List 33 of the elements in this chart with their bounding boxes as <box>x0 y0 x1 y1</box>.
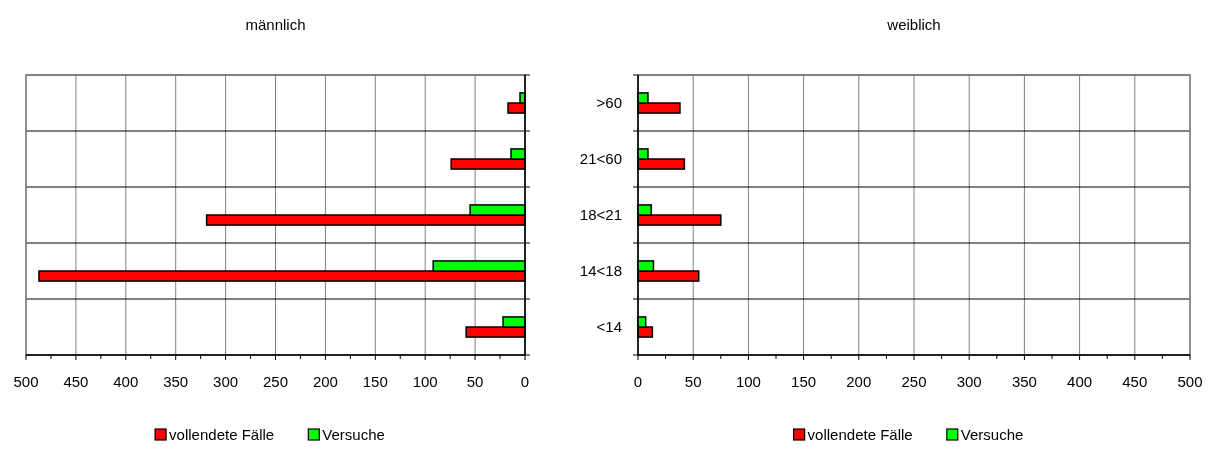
x-tick-label: 0 <box>633 373 643 390</box>
x-tick-label: 350 <box>1011 373 1037 390</box>
x-tick-label: 300 <box>213 373 239 390</box>
x-tick-label: 50 <box>466 373 484 390</box>
y-tick-label: 18<21 <box>579 206 622 223</box>
y-tick-label: >60 <box>596 94 622 111</box>
legend-label: vollendete Fälle <box>169 426 275 443</box>
x-tick-label: 200 <box>312 373 338 390</box>
x-tick-label: 200 <box>846 373 872 390</box>
x-tick-label: 500 <box>1177 373 1203 390</box>
x-tick-label: 450 <box>1122 373 1148 390</box>
legend-label: Versuche <box>960 426 1024 443</box>
x-tick-label: 100 <box>412 373 438 390</box>
x-tick-label: 300 <box>956 373 982 390</box>
x-tick-label: 400 <box>113 373 139 390</box>
x-tick-label: 250 <box>901 373 927 390</box>
legend-label: Versuche <box>322 426 385 443</box>
x-tick-label: 500 <box>13 373 39 390</box>
y-tick-label: 21<60 <box>579 150 622 167</box>
x-tick-label: 100 <box>735 373 761 390</box>
x-tick-label: 0 <box>520 373 530 390</box>
legend-label: vollendete Fälle <box>807 426 913 443</box>
x-tick-label: 350 <box>163 373 189 390</box>
y-tick-label: 14<18 <box>579 262 622 279</box>
x-tick-label: 150 <box>791 373 817 390</box>
y-tick-label: <14 <box>596 318 622 335</box>
chart-title: männlich <box>245 16 306 33</box>
x-tick-label: 250 <box>262 373 289 390</box>
x-tick-label: 50 <box>684 373 702 390</box>
x-tick-label: 400 <box>1067 373 1093 390</box>
x-tick-label: 150 <box>362 373 388 390</box>
x-tick-label: 450 <box>63 373 89 390</box>
chart-title: weiblich <box>886 16 941 33</box>
